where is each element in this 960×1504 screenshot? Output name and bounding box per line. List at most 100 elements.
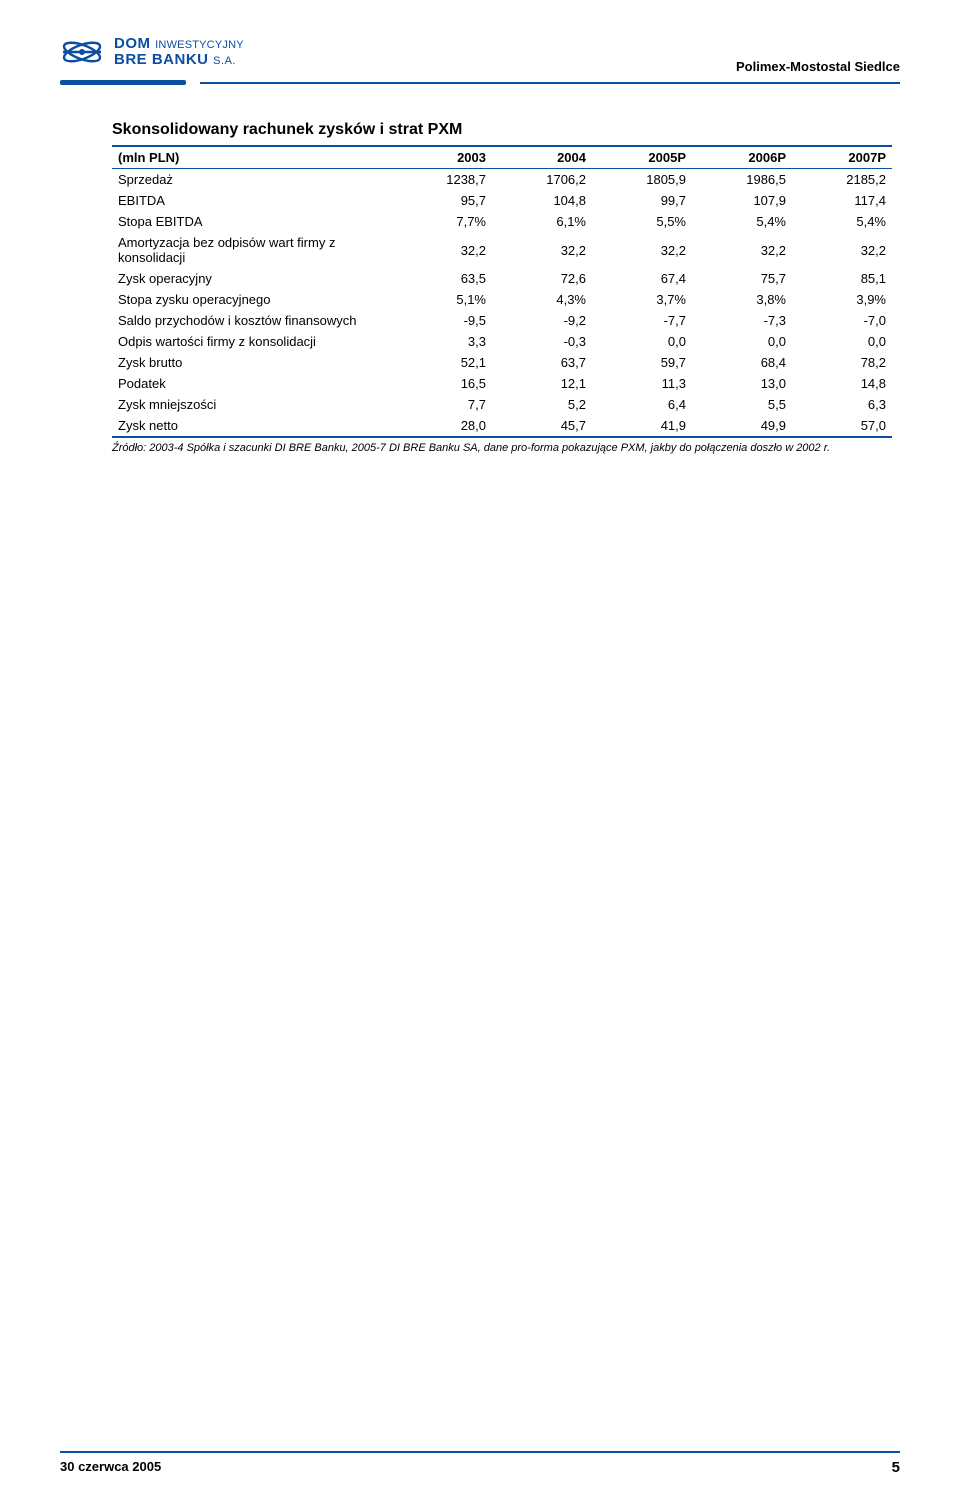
row-label: Zysk netto — [112, 415, 392, 437]
page-footer: 30 czerwca 2005 5 — [60, 1451, 900, 1476]
cell: 13,0 — [692, 373, 792, 394]
cell: 1706,2 — [492, 169, 592, 191]
cell: 3,8% — [692, 289, 792, 310]
table-row: Zysk netto 28,0 45,7 41,9 49,9 57,0 — [112, 415, 892, 437]
cell: 99,7 — [592, 190, 692, 211]
cell: 32,2 — [592, 232, 692, 268]
cell: 7,7% — [392, 211, 492, 232]
cell: -7,3 — [692, 310, 792, 331]
footer-row: 30 czerwca 2005 5 — [60, 1459, 900, 1476]
cell: 85,1 — [792, 268, 892, 289]
cell: 95,7 — [392, 190, 492, 211]
brand-logo-icon — [60, 34, 104, 70]
cell: 32,2 — [692, 232, 792, 268]
cell: 107,9 — [692, 190, 792, 211]
cell: 72,6 — [492, 268, 592, 289]
cell: 1986,5 — [692, 169, 792, 191]
cell: 2185,2 — [792, 169, 892, 191]
cell: 3,9% — [792, 289, 892, 310]
header-rule-short — [60, 80, 186, 85]
cell: 5,4% — [692, 211, 792, 232]
cell: 117,4 — [792, 190, 892, 211]
table-row: Zysk brutto 52,1 63,7 59,7 68,4 78,2 — [112, 352, 892, 373]
brand-line1: DOM INWESTYCYJNY — [114, 36, 244, 52]
table-row: Zysk mniejszości 7,7 5,2 6,4 5,5 6,3 — [112, 394, 892, 415]
table-row: Stopa EBITDA 7,7% 6,1% 5,5% 5,4% 5,4% — [112, 211, 892, 232]
cell: -9,2 — [492, 310, 592, 331]
cell: 59,7 — [592, 352, 692, 373]
row-label: Odpis wartości firmy z konsolidacji — [112, 331, 392, 352]
col-header: 2007P — [792, 146, 892, 169]
cell: 1238,7 — [392, 169, 492, 191]
footer-date: 30 czerwca 2005 — [60, 1459, 161, 1476]
cell: -9,5 — [392, 310, 492, 331]
cell: 41,9 — [592, 415, 692, 437]
row-label: Stopa zysku operacyjnego — [112, 289, 392, 310]
table-row: Zysk operacyjny 63,5 72,6 67,4 75,7 85,1 — [112, 268, 892, 289]
footer-rule — [60, 1451, 900, 1453]
col-header: 2004 — [492, 146, 592, 169]
page-root: DOM INWESTYCYJNY BRE BANKU S.A. Polimex-… — [0, 0, 960, 1504]
row-label: Podatek — [112, 373, 392, 394]
cell: 78,2 — [792, 352, 892, 373]
cell: 11,3 — [592, 373, 692, 394]
cell: 0,0 — [692, 331, 792, 352]
cell: 6,3 — [792, 394, 892, 415]
table-row: EBITDA 95,7 104,8 99,7 107,9 117,4 — [112, 190, 892, 211]
col-header: (mln PLN) — [112, 146, 392, 169]
cell: 52,1 — [392, 352, 492, 373]
cell: 7,7 — [392, 394, 492, 415]
cell: 6,1% — [492, 211, 592, 232]
row-label: Amortyzacja bez odpisów wart firmy z kon… — [112, 232, 392, 268]
cell: 45,7 — [492, 415, 592, 437]
header-rule-long — [200, 82, 900, 84]
table-row: Odpis wartości firmy z konsolidacji 3,3 … — [112, 331, 892, 352]
table-row: Saldo przychodów i kosztów finansowych -… — [112, 310, 892, 331]
col-header: 2005P — [592, 146, 692, 169]
cell: -0,3 — [492, 331, 592, 352]
table-footnote: Źródło: 2003-4 Spółka i szacunki DI BRE … — [112, 442, 892, 456]
cell: 5,5 — [692, 394, 792, 415]
cell: 5,2 — [492, 394, 592, 415]
table-row: Amortyzacja bez odpisów wart firmy z kon… — [112, 232, 892, 268]
cell: -7,7 — [592, 310, 692, 331]
cell: 5,1% — [392, 289, 492, 310]
row-label: Zysk operacyjny — [112, 268, 392, 289]
brand-line2: BRE BANKU S.A. — [114, 52, 244, 68]
row-label: Sprzedaż — [112, 169, 392, 191]
cell: 67,4 — [592, 268, 692, 289]
header-rules — [60, 80, 900, 85]
brand-text: DOM INWESTYCYJNY BRE BANKU S.A. — [114, 36, 244, 68]
cell: 16,5 — [392, 373, 492, 394]
cell: 104,8 — [492, 190, 592, 211]
brand-line1-sub: INWESTYCYJNY — [155, 39, 244, 51]
row-label: Saldo przychodów i kosztów finansowych — [112, 310, 392, 331]
cell: 12,1 — [492, 373, 592, 394]
brand-logo-block: DOM INWESTYCYJNY BRE BANKU S.A. — [60, 28, 244, 76]
cell: 0,0 — [592, 331, 692, 352]
cell: 75,7 — [692, 268, 792, 289]
table-title: Skonsolidowany rachunek zysków i strat P… — [112, 121, 900, 139]
cell: 14,8 — [792, 373, 892, 394]
cell: 6,4 — [592, 394, 692, 415]
row-label: Stopa EBITDA — [112, 211, 392, 232]
table-row: Sprzedaż 1238,7 1706,2 1805,9 1986,5 218… — [112, 169, 892, 191]
cell: 32,2 — [792, 232, 892, 268]
row-label: Zysk mniejszości — [112, 394, 392, 415]
cell: 28,0 — [392, 415, 492, 437]
table-row: Stopa zysku operacyjnego 5,1% 4,3% 3,7% … — [112, 289, 892, 310]
footer-page-number: 5 — [892, 1459, 900, 1476]
cell: -7,0 — [792, 310, 892, 331]
doc-subject: Polimex-Mostostal Siedlce — [736, 59, 900, 74]
cell: 32,2 — [492, 232, 592, 268]
cell: 68,4 — [692, 352, 792, 373]
cell: 5,4% — [792, 211, 892, 232]
brand-line2-main: BRE BANKU — [114, 51, 209, 68]
col-header: 2006P — [692, 146, 792, 169]
cell: 57,0 — [792, 415, 892, 437]
row-label: EBITDA — [112, 190, 392, 211]
col-header: 2003 — [392, 146, 492, 169]
financial-table: (mln PLN) 2003 2004 2005P 2006P 2007P Sp… — [112, 145, 892, 438]
cell: 0,0 — [792, 331, 892, 352]
cell: 63,7 — [492, 352, 592, 373]
